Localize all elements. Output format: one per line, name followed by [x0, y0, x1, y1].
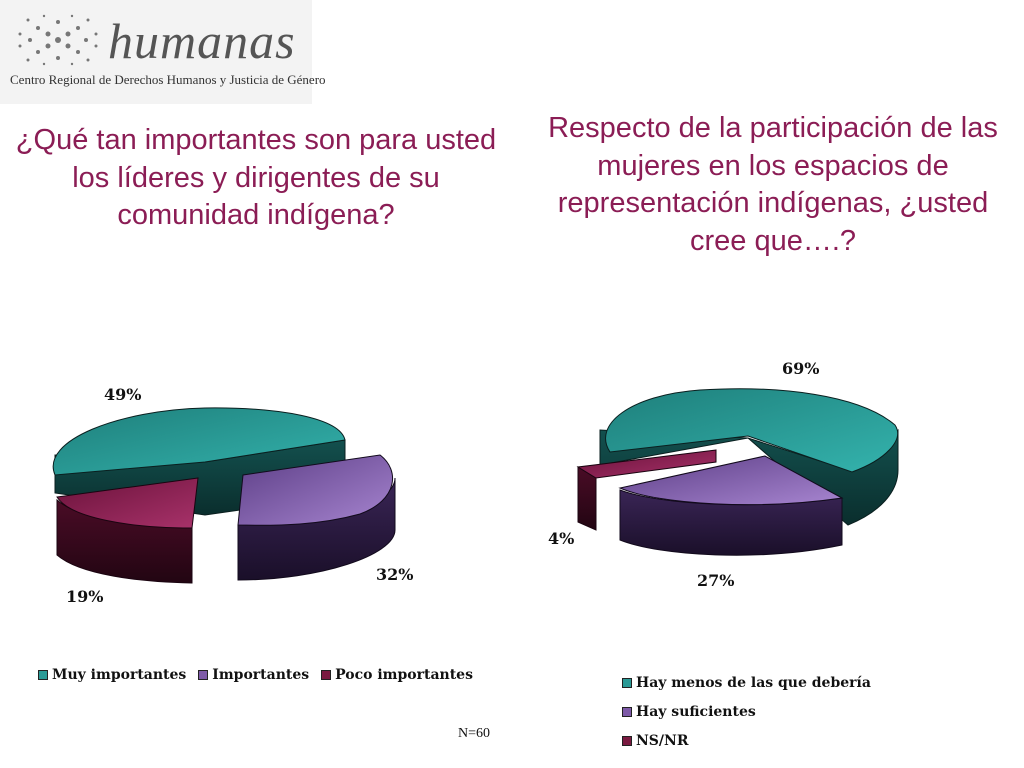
- legend-item-hay-menos: Hay menos de las que debería: [622, 675, 871, 691]
- chart1-label-muy-importantes: 49%: [104, 385, 141, 404]
- legend-swatch-maroon: [622, 736, 632, 746]
- legend-item-poco-importantes: Poco importantes: [321, 667, 473, 683]
- chart1-label-importantes: 32%: [376, 565, 413, 584]
- chart2-slice-ns-nr: [576, 449, 717, 479]
- legend-swatch-purple: [622, 707, 632, 717]
- legend-swatch-teal: [38, 670, 48, 680]
- chart2-label-hay-menos: 69%: [782, 359, 819, 378]
- legend-label: NS/NR: [636, 733, 689, 749]
- chart2-pie: [576, 388, 899, 556]
- chart1-slice-muy-importantes: [52, 407, 346, 476]
- legend-swatch-maroon: [321, 670, 332, 680]
- sample-size-label: N=60: [458, 726, 491, 741]
- legend-label: Poco importantes: [335, 667, 473, 683]
- chart1-slice-importantes: [237, 454, 394, 526]
- chart2-label-hay-suficientes: 27%: [697, 571, 734, 590]
- chart1-pie: [52, 407, 396, 584]
- chart2-legend: Hay menos de las que debería Hay suficie…: [622, 675, 871, 749]
- chart2-label-ns-nr: 4%: [548, 529, 574, 548]
- legend-label: Importantes: [212, 667, 310, 683]
- legend-swatch-purple: [198, 670, 209, 680]
- legend-label: Hay menos de las que debería: [636, 675, 871, 691]
- logo-wordmark: humanas: [108, 13, 296, 69]
- legend-swatch-teal: [622, 678, 632, 688]
- logo-mark-icon: [18, 14, 98, 66]
- chart1-label-poco-importantes: 19%: [66, 587, 103, 606]
- chart1-slice-poco-importantes: [56, 477, 199, 529]
- chart2-slice-hay-menos: [605, 388, 899, 473]
- legend-label: Hay suficientes: [636, 704, 756, 720]
- chart1-title: ¿Qué tan importantes son para usted los …: [15, 124, 497, 232]
- legend-label: Muy importantes: [52, 667, 187, 683]
- chart2-slice-hay-suficientes: [618, 455, 844, 506]
- chart1-legend: Muy importantes Importantes Poco importa…: [38, 667, 473, 683]
- logo: humanas Centro Regional de Derechos Huma…: [0, 0, 326, 104]
- legend-item-ns-nr: NS/NR: [622, 733, 871, 749]
- chart2-title: Respecto de la participación de las muje…: [548, 112, 998, 258]
- logo-subtitle: Centro Regional de Derechos Humanos y Ju…: [10, 72, 326, 87]
- legend-item-importantes: Importantes: [198, 667, 309, 683]
- legend-item-hay-suficientes: Hay suficientes: [622, 704, 871, 720]
- legend-item-muy-importantes: Muy importantes: [38, 667, 186, 683]
